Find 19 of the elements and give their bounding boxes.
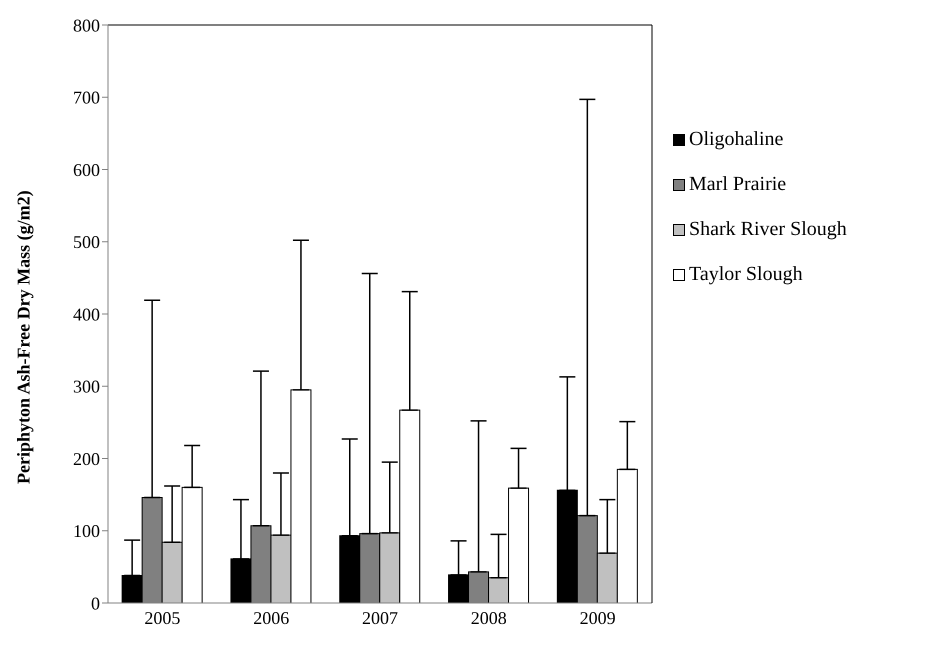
legend-label: Marl Prairie: [689, 173, 786, 196]
y-axis-title: Periphyton Ash-Free Dry Mass (g/m2): [13, 190, 34, 484]
legend-label: Shark River Slough: [689, 218, 847, 241]
x-tick-label: 2006: [253, 608, 290, 628]
y-tick-label: 500: [73, 232, 100, 252]
x-tick-label: 2005: [144, 608, 180, 628]
y-tick-label: 700: [73, 88, 100, 108]
y-tick-label: 0: [91, 593, 100, 614]
x-tick-label: 2009: [580, 608, 616, 628]
y-tick-label: 800: [73, 15, 100, 36]
y-tick-label: 400: [73, 304, 100, 324]
y-tick-label: 300: [73, 376, 100, 397]
y-tick-label: 600: [73, 160, 100, 180]
y-tick-label: 100: [73, 521, 100, 542]
legend-label: Taylor Slough: [689, 263, 803, 286]
x-tick-label: 2008: [470, 608, 507, 628]
y-tick-label: 200: [73, 448, 100, 469]
legend-label: Oligohaline: [689, 128, 784, 151]
x-tick-label: 2007: [362, 608, 398, 628]
